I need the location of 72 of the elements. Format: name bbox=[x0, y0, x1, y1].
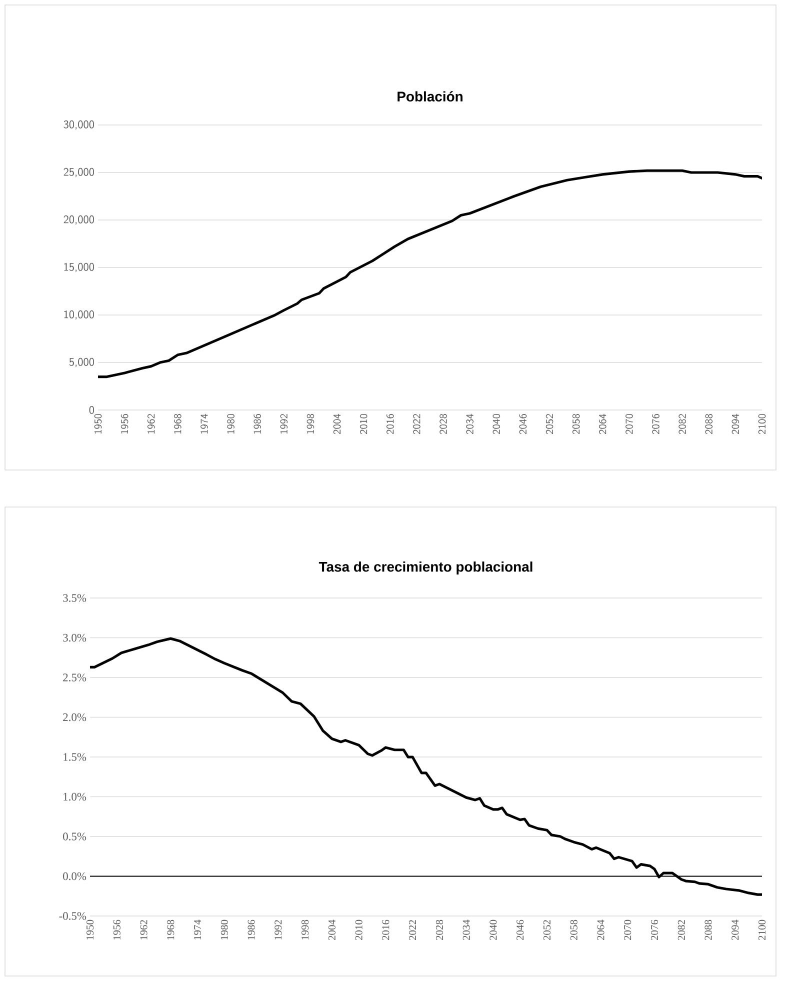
x-tick-label: 1980 bbox=[220, 920, 228, 940]
x-tick-label: 2040 bbox=[490, 920, 497, 940]
x-tick-label: 2028 bbox=[440, 414, 447, 434]
y-tick-label: 2.0% bbox=[63, 713, 86, 722]
x-tick-label: 2034 bbox=[462, 920, 470, 940]
x-tick-label: 2046 bbox=[516, 920, 524, 940]
x-tick-label: 1950 bbox=[94, 414, 102, 434]
y-tick-label: 0 bbox=[89, 406, 94, 414]
x-tick-label: 2058 bbox=[572, 414, 580, 434]
y-tick-label: 3.5% bbox=[63, 594, 86, 602]
y-tick-label: 5,000 bbox=[69, 358, 94, 368]
y-tick-label: 0.0% bbox=[63, 872, 86, 880]
y-tick-label: 1.5% bbox=[64, 753, 86, 761]
x-tick-label: 1962 bbox=[140, 920, 148, 940]
x-tick-label: 2010 bbox=[360, 414, 368, 434]
y-tick-label: 25,000 bbox=[64, 168, 94, 178]
x-tick-label: 2022 bbox=[409, 920, 416, 940]
x-tick-label: 1986 bbox=[254, 414, 262, 434]
x-tick-label: 2064 bbox=[598, 414, 606, 434]
x-tick-label: 2070 bbox=[624, 920, 632, 940]
x-tick-label: 2070 bbox=[626, 414, 633, 434]
line-series bbox=[90, 637, 762, 896]
y-tick-label: 10,000 bbox=[64, 310, 94, 320]
x-tick-label: 1986 bbox=[248, 920, 255, 940]
line-series bbox=[98, 169, 762, 378]
x-tick-label: 1968 bbox=[174, 414, 182, 434]
x-tick-label: 2016 bbox=[386, 414, 394, 434]
y-tick-label: -0.5% bbox=[59, 912, 86, 920]
x-tick-label: 1956 bbox=[120, 414, 128, 434]
x-tick-label: 1998 bbox=[306, 414, 314, 434]
x-tick-label: 2082 bbox=[678, 414, 686, 434]
x-tick-label: 2058 bbox=[570, 920, 578, 940]
x-tick-label: 2010 bbox=[355, 920, 362, 940]
x-tick-label: 2088 bbox=[704, 920, 712, 940]
x-tick-label: 2004 bbox=[333, 414, 341, 434]
x-tick-label: 2040 bbox=[492, 414, 500, 434]
x-tick-label: 2094 bbox=[732, 414, 740, 434]
x-tick-label: 2004 bbox=[328, 920, 336, 940]
x-tick-label: 1992 bbox=[280, 414, 288, 434]
x-tick-label: 2034 bbox=[466, 414, 474, 434]
x-tick-label: 2064 bbox=[597, 920, 604, 940]
x-tick-label: 1998 bbox=[302, 920, 309, 940]
x-tick-label: 1992 bbox=[274, 920, 282, 940]
x-tick-label: 2016 bbox=[382, 920, 390, 940]
y-tick-label: 0.5% bbox=[63, 832, 86, 840]
x-tick-label: 2022 bbox=[413, 414, 420, 434]
x-tick-label: 2076 bbox=[652, 414, 660, 434]
x-tick-label: 2028 bbox=[436, 920, 443, 940]
x-tick-label: 1980 bbox=[227, 414, 234, 434]
x-tick-label: 1974 bbox=[194, 920, 202, 940]
y-tick-label: 1.0% bbox=[64, 792, 86, 801]
x-tick-label: 2076 bbox=[650, 920, 658, 940]
chart-title: Población bbox=[398, 91, 462, 102]
x-tick-label: 1950 bbox=[86, 920, 94, 940]
x-tick-label: 2046 bbox=[519, 414, 527, 434]
y-tick-label: 30,000 bbox=[64, 120, 94, 130]
x-tick-label: 2088 bbox=[705, 414, 713, 434]
y-tick-label: 2.5% bbox=[63, 674, 86, 682]
y-tick-label: 20,000 bbox=[64, 215, 94, 225]
x-tick-label: 2094 bbox=[732, 920, 739, 940]
y-tick-label: 15,000 bbox=[64, 262, 94, 272]
x-tick-label: 1956 bbox=[113, 920, 120, 940]
x-tick-label: 2100 bbox=[758, 414, 766, 434]
x-tick-label: 2052 bbox=[546, 414, 554, 434]
x-tick-label: 1974 bbox=[200, 414, 208, 434]
x-tick-label: 2082 bbox=[678, 920, 685, 940]
y-tick-label: 3.0% bbox=[63, 634, 86, 642]
x-tick-label: 1968 bbox=[167, 920, 174, 940]
x-tick-label: 2052 bbox=[543, 920, 550, 940]
x-tick-label: 2100 bbox=[758, 920, 766, 940]
x-tick-label: 1962 bbox=[147, 414, 155, 434]
chart-title: Tasa de crecimiento poblacional bbox=[318, 562, 532, 575]
